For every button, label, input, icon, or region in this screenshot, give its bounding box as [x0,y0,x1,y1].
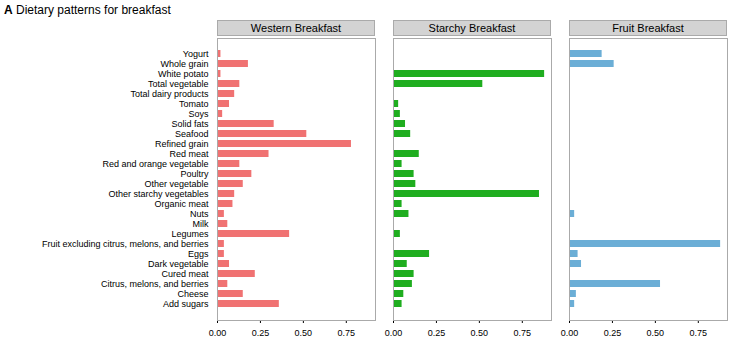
svg-text:0.00: 0.00 [561,328,579,336]
svg-text:0.25: 0.25 [252,328,270,336]
html-text:Fruit Breakfast: Fruit Breakfast [612,22,684,34]
svg-text:Red meat: Red meat [169,149,209,159]
svg-text:Eggs: Eggs [188,249,209,259]
svg-text:0.50: 0.50 [295,328,313,336]
html-text:Western Breakfast: Western Breakfast [250,22,342,34]
svg-text:Yogurt: Yogurt [183,49,209,59]
svg-text:Nuts: Nuts [190,209,209,219]
svg-text:Milk: Milk [193,219,209,229]
svg-text:Fruit excluding citrus, melons: Fruit excluding citrus, melons, and berr… [42,239,209,249]
svg-text:Seafood: Seafood [175,129,209,139]
svg-text:0.75: 0.75 [338,328,356,336]
svg-text:Total dairy products: Total dairy products [130,89,209,99]
svg-text:Red and orange vegetable: Red and orange vegetable [102,159,208,169]
svg-text:Other vegetable: Other vegetable [144,179,208,189]
svg-text:Cured meat: Cured meat [161,269,209,279]
svg-text:White potato: White potato [158,69,209,79]
svg-text:0.75: 0.75 [514,328,532,336]
svg-text:Legumes: Legumes [171,229,209,239]
svg-text:Refined grain: Refined grain [155,139,209,149]
html-text:Starchy Breakfast: Starchy Breakfast [428,22,516,34]
svg-text:0.25: 0.25 [604,328,622,336]
svg-text:Citrus, melons, and berries: Citrus, melons, and berries [101,279,209,289]
svg-text:Whole grain: Whole grain [160,59,208,69]
svg-text:0.00: 0.00 [209,328,227,336]
svg-text:0.25: 0.25 [428,328,446,336]
html-text:A Dietary patterns for breakfa: A Dietary patterns for breakfast [4,3,171,17]
svg-text:0.75: 0.75 [690,328,708,336]
svg-text:Organic meat: Organic meat [154,199,209,209]
svg-text:Dark vegetable: Dark vegetable [148,259,209,269]
svg-text:0.50: 0.50 [471,328,489,336]
svg-text:Total vegetable: Total vegetable [148,79,209,89]
svg-text:Add sugars: Add sugars [163,299,209,309]
svg-text:0.50: 0.50 [647,328,665,336]
svg-text:0.00: 0.00 [385,328,403,336]
svg-text:Tomato: Tomato [179,99,209,109]
svg-text:Poultry: Poultry [180,169,209,179]
svg-text:Soys: Soys [188,109,209,119]
svg-text:Cheese: Cheese [177,289,208,299]
svg-text:Solid fats: Solid fats [171,119,209,129]
svg-text:Other starchy vegetables: Other starchy vegetables [108,189,209,199]
